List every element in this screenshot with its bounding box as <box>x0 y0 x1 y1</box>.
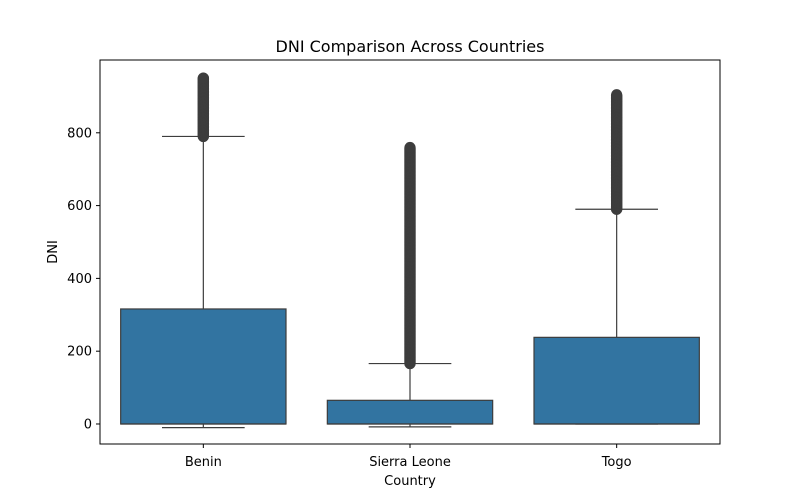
chart-title: DNI Comparison Across Countries <box>276 37 545 56</box>
x-tick-label: Togo <box>601 455 632 470</box>
x-tick-label: Benin <box>185 455 222 470</box>
y-tick-label: 200 <box>67 345 92 360</box>
y-tick-label: 400 <box>67 272 92 287</box>
x-tick-label: Sierra Leone <box>369 455 451 470</box>
box-benin <box>120 72 287 429</box>
y-axis: 0 200 400 600 800 <box>67 126 100 432</box>
outlier-point <box>197 72 209 84</box>
iqr-box <box>533 336 700 425</box>
y-axis-title: DNI <box>46 240 61 264</box>
x-axis-title: Country <box>384 474 436 489</box>
x-axis: Benin Sierra Leone Togo <box>185 444 632 470</box>
iqr-box <box>120 308 287 425</box>
box-sierra-leone <box>326 141 494 428</box>
y-tick-label: 0 <box>84 417 92 432</box>
outlier-point <box>404 141 416 153</box>
outlier-point <box>611 89 623 101</box>
y-tick-label: 800 <box>67 126 92 141</box>
box-togo <box>533 89 700 425</box>
y-tick-label: 600 <box>67 199 92 214</box>
plot-area <box>120 72 700 429</box>
iqr-box <box>326 399 494 425</box>
